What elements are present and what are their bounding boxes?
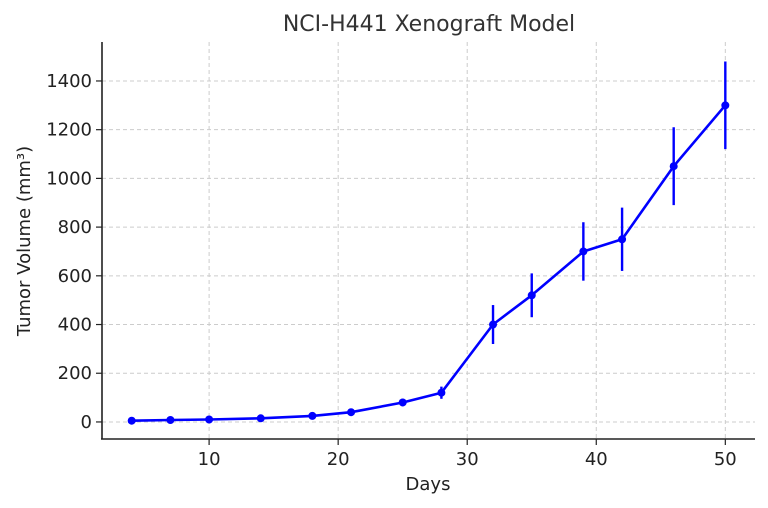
axes: [101, 42, 755, 440]
chart-title: NCI-H441 Xenograft Model: [283, 12, 575, 37]
data-point: [398, 398, 407, 407]
y-tick-label: 0: [81, 412, 92, 433]
error-bars: [130, 61, 727, 421]
data-point: [127, 416, 136, 425]
x-axis-label: Days: [406, 474, 451, 495]
data-point: [205, 415, 214, 424]
y-tick-label: 1000: [46, 168, 92, 189]
y-tick-label: 600: [58, 266, 92, 287]
data-point: [721, 101, 730, 110]
data-point-markers: [127, 101, 730, 425]
data-point: [308, 411, 317, 420]
data-point: [579, 247, 588, 256]
data-point: [618, 235, 627, 244]
grid-lines: [102, 42, 755, 439]
data-point: [437, 388, 446, 397]
y-tick-label: 1200: [46, 120, 92, 141]
y-axis-ticks: 0 200 400 600 800 1000 1200 1400: [46, 71, 102, 433]
y-tick-label: 200: [58, 363, 92, 384]
y-tick-label: 400: [58, 315, 92, 336]
x-tick-label: 50: [714, 449, 737, 470]
y-tick-label: 800: [58, 217, 92, 238]
x-tick-label: 20: [327, 449, 350, 470]
data-point: [489, 320, 498, 329]
data-point: [256, 414, 265, 423]
y-axis-label: Tumor Volume (mm³): [14, 146, 35, 337]
data-point: [166, 416, 175, 425]
x-axis-ticks: 10 20 30 40 50: [198, 439, 737, 470]
data-point: [527, 291, 536, 300]
data-point: [669, 162, 678, 171]
data-series-line: [131, 104, 727, 422]
x-tick-label: 40: [585, 449, 608, 470]
x-tick-label: 30: [456, 449, 479, 470]
data-point: [347, 408, 356, 417]
x-tick-label: 10: [198, 449, 221, 470]
y-tick-label: 1400: [46, 71, 92, 92]
